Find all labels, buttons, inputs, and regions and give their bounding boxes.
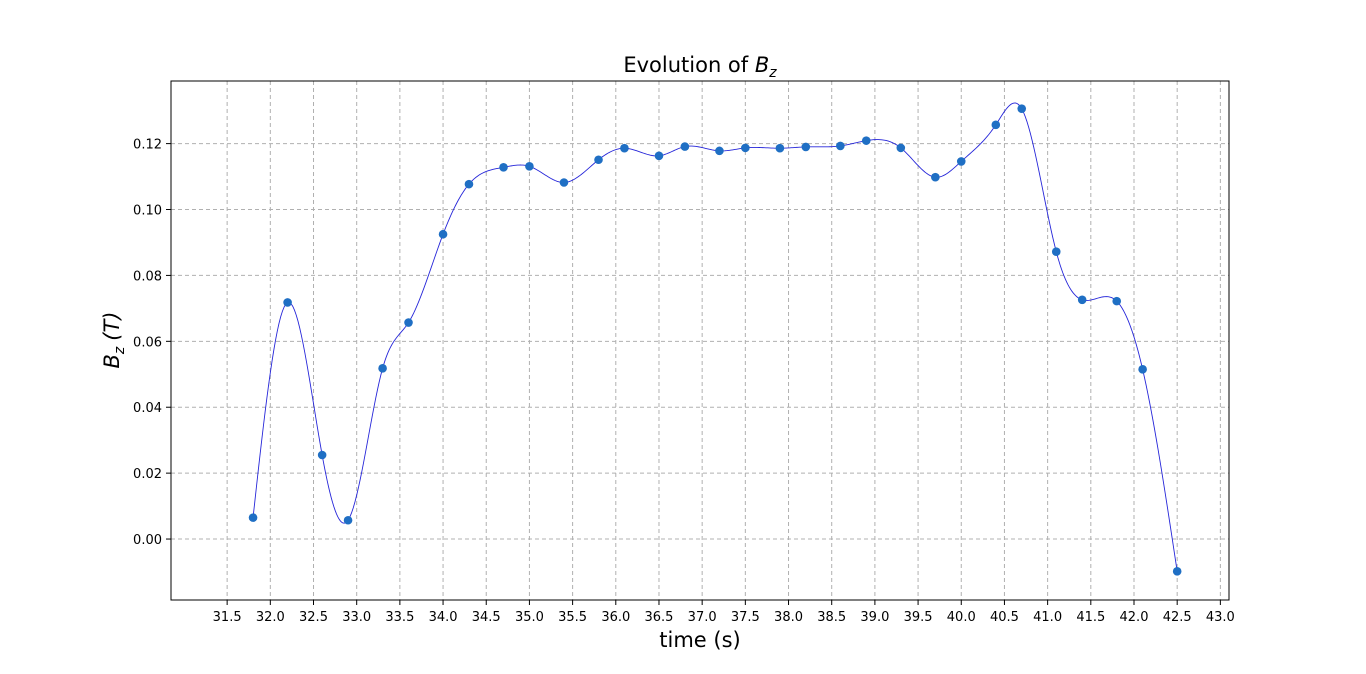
chart-title-symbol: B (755, 53, 769, 77)
data-point (931, 172, 940, 182)
data-point (1138, 365, 1147, 374)
x-tick-label: 42.0 (1120, 610, 1149, 625)
x-tick-label: 36.0 (601, 610, 630, 625)
data-point (896, 143, 906, 153)
x-tick-label: 40.0 (947, 610, 976, 625)
data-point (620, 143, 629, 153)
y-axis: 0.00 0.02 0.04 0.06 0.08 0.10 0.12 (133, 138, 171, 548)
x-tick-label: 33.5 (385, 610, 414, 625)
y-tick-label: 0.04 (133, 401, 162, 416)
chart-title-prefix: Evolution of (623, 53, 755, 77)
data-point (559, 178, 569, 187)
data-point (741, 143, 750, 153)
y-axis-label-symbol: B (100, 354, 124, 368)
data-point (525, 162, 534, 171)
data-point (1112, 296, 1122, 306)
data-point (464, 179, 474, 189)
x-tick-label: 39.0 (860, 610, 889, 625)
plot-frame (170, 80, 1230, 601)
data-point (1017, 104, 1027, 113)
x-tick-label: 31.5 (213, 610, 242, 625)
x-tick-label: 32.0 (256, 610, 285, 625)
y-axis-label-subscript: z (112, 346, 128, 355)
x-tick-label: 38.0 (774, 610, 803, 625)
data-point (1172, 567, 1182, 576)
y-axis-label-unit: (T) (100, 312, 124, 341)
x-tick-label: 37.0 (688, 610, 717, 625)
y-axis-label: Bz (T) (100, 312, 128, 369)
x-tick-label: 38.5 (817, 610, 846, 625)
data-point (317, 450, 327, 460)
curve-layer (252, 102, 1178, 572)
x-tick-label: 35.5 (558, 610, 587, 625)
points-layer (248, 104, 1182, 576)
x-tick-label: 34.0 (429, 610, 458, 625)
y-tick-label: 0.00 (133, 533, 162, 548)
data-point (499, 163, 508, 172)
x-tick-label: 41.5 (1076, 610, 1105, 625)
grid (171, 81, 1229, 600)
x-tick-label: 34.5 (472, 610, 501, 625)
x-tick-label: 36.5 (644, 610, 673, 625)
y-tick-label: 0.06 (133, 335, 162, 350)
x-tick-label: 37.5 (731, 610, 760, 625)
x-tick-label: 35.0 (515, 610, 544, 625)
data-point (343, 515, 353, 525)
y-tick-label: 0.10 (133, 204, 162, 219)
x-tick-label: 32.5 (299, 610, 328, 625)
data-point (836, 141, 845, 151)
data-point (404, 318, 413, 327)
data-point (775, 143, 785, 153)
x-tick-label: 41.0 (1033, 610, 1062, 625)
x-tick-label: 39.5 (904, 610, 933, 625)
series-line (252, 102, 1178, 572)
y-tick-label: 0.02 (133, 467, 162, 482)
x-axis-label: time (s) (659, 628, 740, 652)
data-point (654, 151, 664, 161)
data-point (956, 157, 966, 166)
data-point (594, 155, 603, 165)
y-tick-label: 0.08 (133, 269, 162, 284)
data-point (1051, 247, 1061, 256)
data-point (680, 142, 690, 151)
data-point (1077, 295, 1087, 305)
data-point (991, 120, 1001, 130)
x-axis: 31.5 32.0 32.5 33.0 33.5 34.0 34.5 35.0 35.5 36.0… (213, 600, 1235, 625)
data-point (438, 229, 448, 239)
data-point (801, 142, 811, 152)
data-point (378, 364, 387, 373)
data-point (248, 513, 258, 522)
data-point (283, 298, 292, 307)
chart-title: Evolution of Bz (623, 53, 777, 81)
data-point (715, 146, 724, 156)
y-tick-label: 0.12 (133, 138, 162, 153)
x-tick-label: 40.5 (990, 610, 1019, 625)
data-point (861, 136, 871, 145)
chart-title-subscript: z (768, 65, 777, 81)
x-tick-label: 33.0 (342, 610, 371, 625)
x-tick-label: 43.0 (1206, 610, 1235, 625)
x-tick-label: 42.5 (1163, 610, 1192, 625)
